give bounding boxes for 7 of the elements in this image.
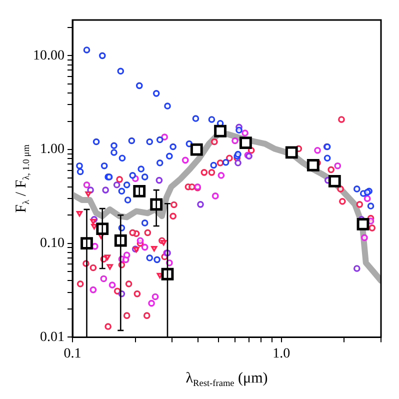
y-axis-title: Fλ / Fλ, 1.0 μm	[13, 144, 32, 213]
y-tick-label: 1.00	[40, 142, 64, 158]
y-tick-label: 0.10	[40, 236, 64, 252]
y-tick-label: 0.01	[40, 330, 64, 345]
x-tick-label: 0.1	[64, 346, 82, 362]
y-tick-label: 10.00	[33, 48, 64, 64]
x-tick-label: 1.0	[272, 346, 290, 362]
